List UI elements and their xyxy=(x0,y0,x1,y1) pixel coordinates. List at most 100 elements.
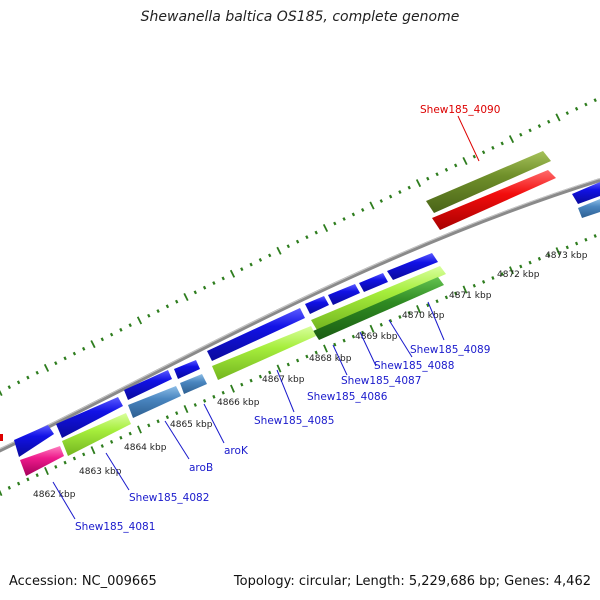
cds-feature[interactable] xyxy=(426,151,551,213)
cds-feature[interactable] xyxy=(359,273,388,292)
gene-label-arob[interactable]: aroB xyxy=(189,462,213,474)
minor-tick xyxy=(7,485,11,490)
leader-line xyxy=(52,481,76,520)
cds-feature[interactable] xyxy=(313,277,444,340)
major-tick xyxy=(415,179,422,188)
cds-feature[interactable] xyxy=(311,266,446,330)
minor-tick xyxy=(314,230,318,235)
minor-tick xyxy=(426,303,430,308)
minor-tick xyxy=(35,473,39,478)
cds-feature[interactable] xyxy=(180,374,207,394)
major-tick xyxy=(90,340,96,349)
cds-feature[interactable] xyxy=(305,296,329,314)
genome-backbone-highlight xyxy=(0,178,600,450)
cds-feature[interactable] xyxy=(124,370,172,400)
minor-tick xyxy=(435,299,439,304)
minor-tick xyxy=(574,241,579,246)
minor-tick xyxy=(584,237,588,242)
minor-tick xyxy=(565,245,569,250)
gene-label-shew185-4089[interactable]: Shew185_4089 xyxy=(410,344,490,356)
cds-feature[interactable] xyxy=(14,425,54,457)
minor-tick xyxy=(314,350,318,355)
cds-feature[interactable] xyxy=(0,434,3,441)
minor-tick xyxy=(212,281,216,285)
major-tick xyxy=(0,489,3,497)
cds-feature[interactable] xyxy=(578,199,600,218)
scale-tick-label: 4871 kbp xyxy=(449,291,492,301)
minor-tick xyxy=(165,415,170,420)
gene-label-arok[interactable]: aroK xyxy=(224,445,249,457)
scale-tick-label: 4863 kbp xyxy=(79,467,122,477)
cds-feature[interactable] xyxy=(20,446,64,476)
cds-feature[interactable] xyxy=(174,360,200,379)
minor-tick xyxy=(175,299,179,304)
minor-tick xyxy=(286,244,290,249)
minor-tick xyxy=(351,212,356,217)
minor-tick xyxy=(537,124,542,128)
minor-tick xyxy=(221,390,225,395)
major-tick xyxy=(462,156,468,166)
minor-tick xyxy=(268,370,272,375)
major-tick xyxy=(276,246,282,255)
minor-tick xyxy=(295,358,300,363)
minor-tick xyxy=(528,260,532,265)
scale-tick-label: 4870 kbp xyxy=(402,311,445,321)
minor-tick xyxy=(361,208,365,212)
minor-tick xyxy=(193,290,197,295)
minor-tick xyxy=(16,380,21,385)
leader-line xyxy=(332,344,348,376)
cds-feature[interactable] xyxy=(128,386,181,418)
scale-tick-label: 4868 kbp xyxy=(309,354,352,364)
minor-tick xyxy=(109,332,114,337)
minor-tick xyxy=(351,334,356,339)
major-tick xyxy=(43,363,50,372)
gene-label-shew185-4082[interactable]: Shew185_4082 xyxy=(129,492,209,504)
major-tick xyxy=(555,247,561,256)
minor-tick xyxy=(156,309,160,313)
major-tick xyxy=(230,384,235,393)
minor-tick xyxy=(565,111,569,115)
major-tick xyxy=(369,324,375,333)
cds-feature[interactable] xyxy=(56,397,123,438)
minor-tick xyxy=(109,439,114,444)
gene-label-shew185-4088[interactable]: Shew185_4088 xyxy=(374,360,454,372)
scale-tick-label: 4866 kbp xyxy=(217,398,260,408)
minor-tick xyxy=(221,276,225,281)
cds-feature[interactable] xyxy=(328,284,360,305)
minor-tick xyxy=(491,145,495,150)
cds-feature[interactable] xyxy=(432,170,556,230)
scale-tick-label: 4872 kbp xyxy=(497,270,540,280)
accession-text: Accession: NC_009665 xyxy=(9,574,157,589)
major-tick xyxy=(183,405,189,414)
minor-tick xyxy=(147,313,151,318)
minor-tick xyxy=(202,285,207,290)
minor-tick xyxy=(72,351,77,356)
genome-summary-text: Topology: circular; Length: 5,229,686 bp… xyxy=(233,574,591,589)
minor-tick xyxy=(54,464,58,469)
minor-tick xyxy=(249,378,253,383)
minor-tick xyxy=(128,323,132,328)
scale-labels: 4862 kbp 4863 kbp 4864 kbp 4865 kbp 4866… xyxy=(33,251,588,500)
minor-tick xyxy=(379,322,383,327)
gene-label-shew185-4085[interactable]: Shew185_4085 xyxy=(254,415,334,427)
minor-tick xyxy=(63,356,67,361)
minor-tick xyxy=(528,128,532,133)
minor-tick xyxy=(398,315,402,319)
cds-feature[interactable] xyxy=(387,253,438,280)
cds-feature[interactable] xyxy=(212,326,316,380)
minor-tick xyxy=(286,362,290,367)
gene-label-shew185-4087[interactable]: Shew185_4087 xyxy=(341,375,421,387)
cds-feature[interactable] xyxy=(207,308,305,361)
minor-tick xyxy=(128,431,132,436)
minor-tick xyxy=(305,235,309,240)
minor-tick xyxy=(547,119,551,124)
minor-tick xyxy=(454,291,458,296)
minor-tick xyxy=(342,338,346,343)
minor-tick xyxy=(305,354,309,359)
gene-label-shew185-4086[interactable]: Shew185_4086 xyxy=(307,391,388,403)
cds-feature[interactable] xyxy=(572,182,600,204)
minor-tick xyxy=(444,167,449,172)
cds-feature[interactable] xyxy=(62,413,131,456)
gene-label-shew185-4081[interactable]: Shew185_4081 xyxy=(75,521,155,533)
gene-label-shew185-4090[interactable]: Shew185_4090 xyxy=(420,104,500,116)
